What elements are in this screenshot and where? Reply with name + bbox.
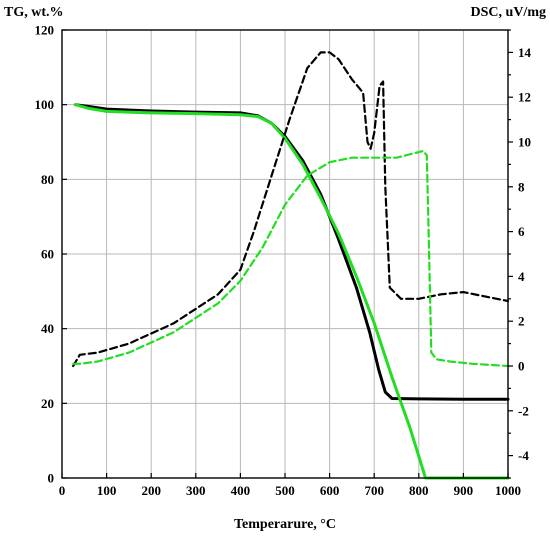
y-right-tick-labels: -4 -2 0 2 4 6 8 10 12 14 [518, 45, 532, 463]
x-tick-label: 1000 [495, 483, 521, 498]
x-tick-label: 100 [97, 483, 117, 498]
y-right-tick-label: 6 [518, 224, 525, 239]
y-right-tick-label: 0 [518, 359, 525, 374]
y-right-tick-label: 14 [518, 45, 532, 60]
y-right-tick-label: -2 [518, 403, 529, 418]
dsc-curve-3 [72, 149, 510, 368]
y-right-tick-label: 4 [518, 269, 525, 284]
x-tick-label: 0 [59, 483, 66, 498]
y-right-axis-title: DSC, uV/mg [471, 5, 546, 20]
y-left-tick-label: 20 [41, 396, 54, 411]
y-left-tick-label: 40 [41, 321, 54, 336]
y-left-tick-label: 100 [35, 97, 55, 112]
x-tick-label: 600 [320, 483, 340, 498]
x-tick-label: 900 [454, 483, 474, 498]
x-tick-label: 400 [231, 483, 251, 498]
x-axis-title: Temperarure, °C [234, 517, 336, 532]
y-left-axis-title: TG, wt.% [4, 5, 64, 20]
dsc-curve-2 [72, 51, 510, 368]
y-left-tick-labels: 0 20 40 60 80 100 120 [35, 23, 55, 486]
y-left-tick-label: 80 [41, 172, 54, 187]
x-tick-label: 700 [364, 483, 384, 498]
y-right-tick-label: 12 [518, 90, 531, 105]
x-tick-label: 800 [409, 483, 429, 498]
y-left-tick-label: 60 [41, 247, 54, 262]
y-left-tick-label: 0 [48, 471, 55, 486]
x-tick-label: 200 [141, 483, 161, 498]
grid [62, 30, 508, 478]
y-right-tick-label: 2 [518, 314, 525, 329]
y-right-tick-label: -4 [518, 448, 529, 463]
y-right-tick-label: 10 [518, 135, 531, 150]
tick-marks [61, 29, 513, 479]
x-tick-label: 500 [275, 483, 295, 498]
tg-curve-1 [73, 103, 510, 480]
y-right-tick-label: 8 [518, 179, 525, 194]
series-layer [72, 51, 510, 480]
tg-curve-0 [73, 103, 510, 401]
x-tick-labels: 0 100 200 300 400 500 600 700 800 900 1000 [59, 483, 521, 498]
x-tick-label: 300 [186, 483, 206, 498]
y-left-tick-label: 120 [35, 23, 55, 38]
